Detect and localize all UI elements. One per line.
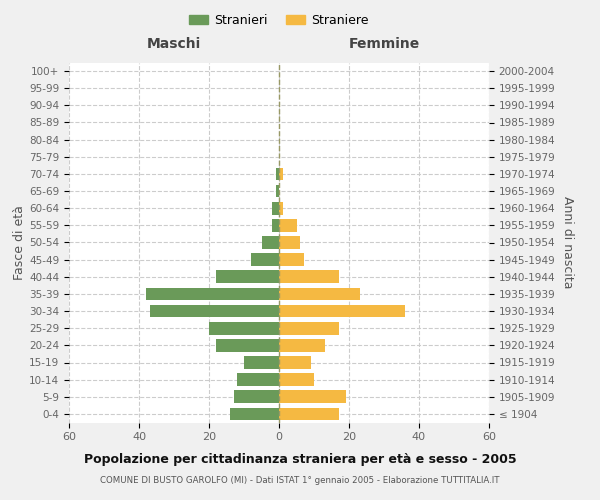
Bar bbox=[230, 408, 279, 420]
Bar bbox=[279, 304, 405, 318]
Bar bbox=[275, 168, 279, 180]
Text: Popolazione per cittadinanza straniera per età e sesso - 2005: Popolazione per cittadinanza straniera p… bbox=[83, 452, 517, 466]
Bar bbox=[237, 373, 279, 386]
Y-axis label: Fasce di età: Fasce di età bbox=[13, 205, 26, 280]
Bar bbox=[279, 253, 304, 266]
Bar bbox=[216, 339, 279, 352]
Bar bbox=[244, 356, 279, 369]
Bar bbox=[275, 184, 279, 198]
Bar bbox=[216, 270, 279, 283]
Bar bbox=[279, 219, 296, 232]
Bar bbox=[209, 322, 279, 334]
Bar bbox=[146, 288, 279, 300]
Bar bbox=[279, 322, 338, 334]
Bar bbox=[279, 408, 338, 420]
Bar bbox=[279, 356, 311, 369]
Bar bbox=[279, 288, 359, 300]
Bar bbox=[279, 339, 325, 352]
Bar bbox=[149, 304, 279, 318]
Bar bbox=[279, 168, 283, 180]
Bar bbox=[279, 373, 314, 386]
Text: Femmine: Femmine bbox=[349, 36, 419, 51]
Bar bbox=[272, 219, 279, 232]
Bar bbox=[279, 390, 346, 403]
Text: COMUNE DI BUSTO GAROLFO (MI) - Dati ISTAT 1° gennaio 2005 - Elaborazione TUTTITA: COMUNE DI BUSTO GAROLFO (MI) - Dati ISTA… bbox=[100, 476, 500, 485]
Bar bbox=[233, 390, 279, 403]
Bar bbox=[279, 236, 300, 249]
Bar bbox=[251, 253, 279, 266]
Bar bbox=[279, 270, 338, 283]
Bar bbox=[279, 202, 283, 214]
Bar bbox=[262, 236, 279, 249]
Y-axis label: Anni di nascita: Anni di nascita bbox=[561, 196, 574, 289]
Bar bbox=[272, 202, 279, 214]
Text: Maschi: Maschi bbox=[147, 36, 201, 51]
Legend: Stranieri, Straniere: Stranieri, Straniere bbox=[184, 8, 374, 32]
